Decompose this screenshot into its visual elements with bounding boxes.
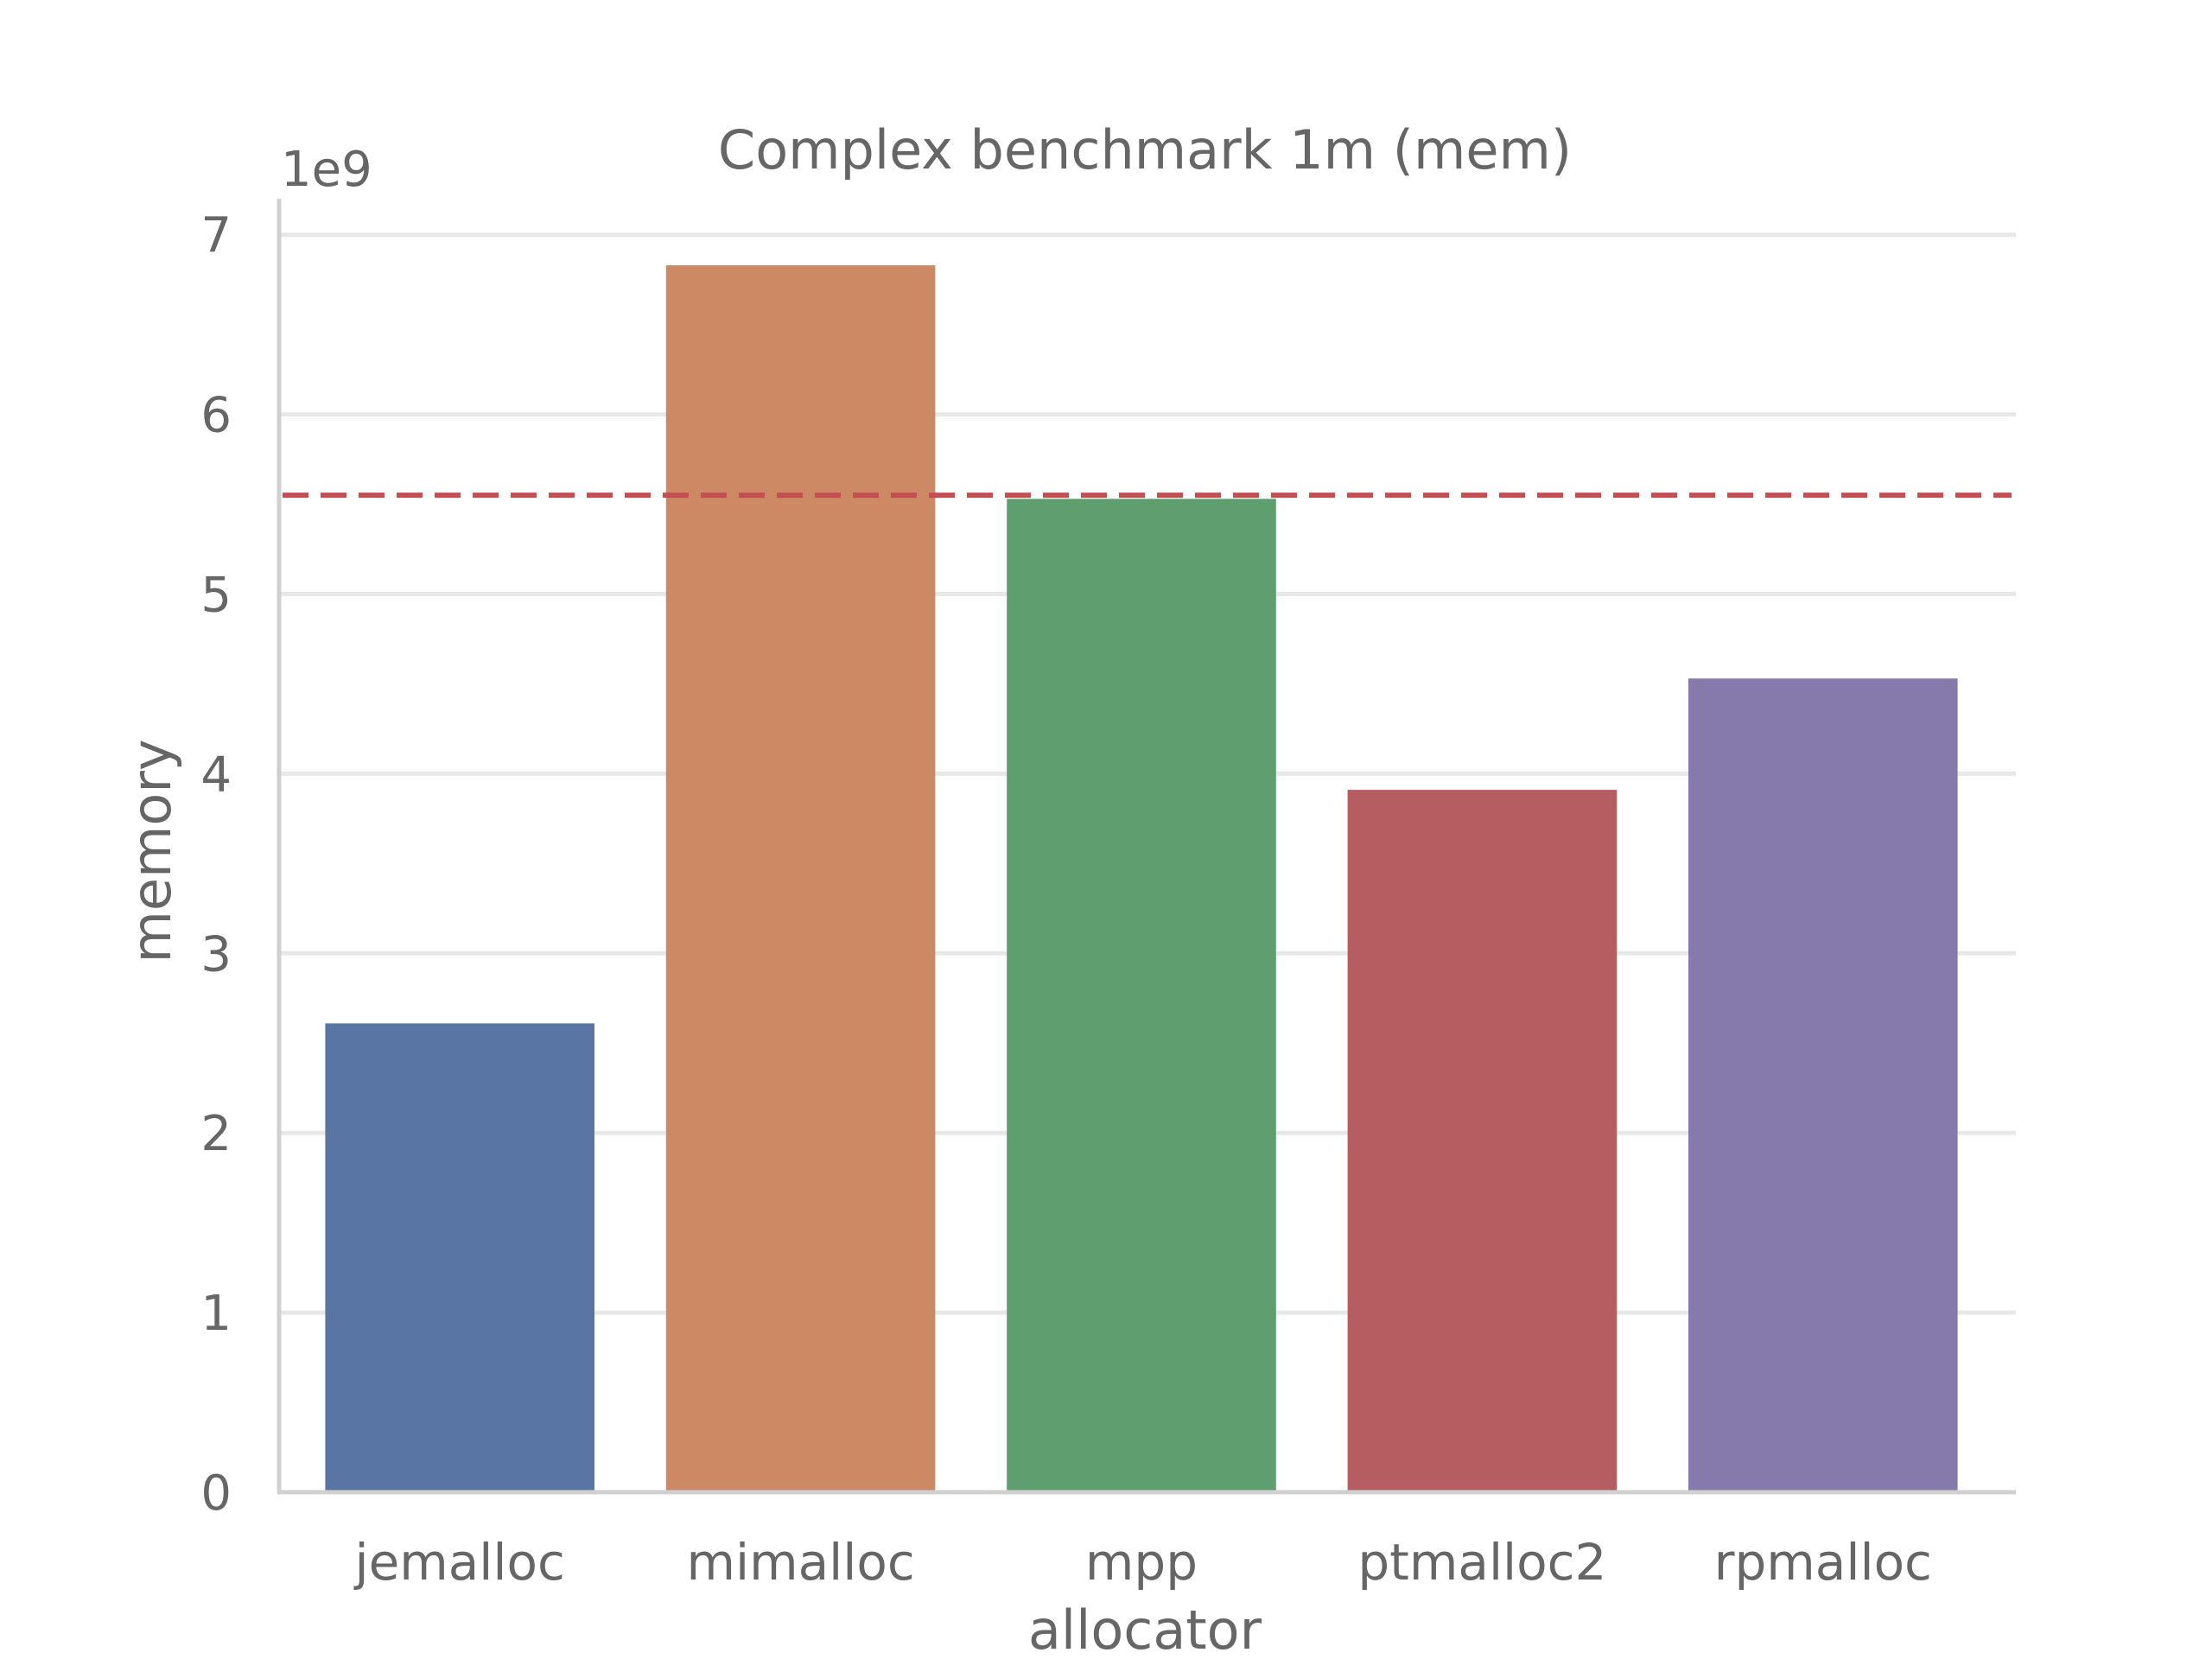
y-tick-labels: 0 1 2 3 4 5 6 7 [200, 208, 232, 1522]
bar-ptmalloc2 [1347, 790, 1618, 1492]
bar-rpmalloc [1688, 678, 1958, 1492]
x-tick-label: mpp [1085, 1533, 1198, 1592]
x-tick-label: mimalloc [686, 1533, 914, 1592]
bar-mimalloc [665, 265, 936, 1493]
axes [276, 199, 2016, 1495]
chart-title: Complex benchmark 1m (mem) [718, 118, 1572, 181]
x-tick-label: ptmalloc2 [1357, 1533, 1606, 1592]
y-tick-label: 3 [200, 926, 232, 982]
x-tick-labels: jemalloc mimalloc mpp ptmalloc2 rpmalloc [353, 1533, 1931, 1592]
bar-mpp [1007, 499, 1276, 1492]
bar-jemalloc [325, 1023, 594, 1492]
x-tick-label: rpmalloc [1714, 1533, 1932, 1592]
y-tick-label: 1 [200, 1286, 232, 1342]
y-tick-label: 7 [200, 208, 232, 264]
y-tick-label: 2 [200, 1106, 232, 1162]
y-tick-label: 6 [200, 388, 232, 444]
y-axis-offset-label: 1e9 [281, 142, 372, 198]
x-tick-label: jemalloc [353, 1533, 564, 1592]
x-axis-label: allocator [1028, 1599, 1262, 1659]
y-tick-label: 4 [200, 747, 232, 803]
bars [325, 265, 1958, 1493]
y-tick-label: 5 [200, 568, 232, 624]
y-tick-label: 0 [200, 1465, 232, 1522]
y-axis-label: memory [120, 739, 183, 963]
